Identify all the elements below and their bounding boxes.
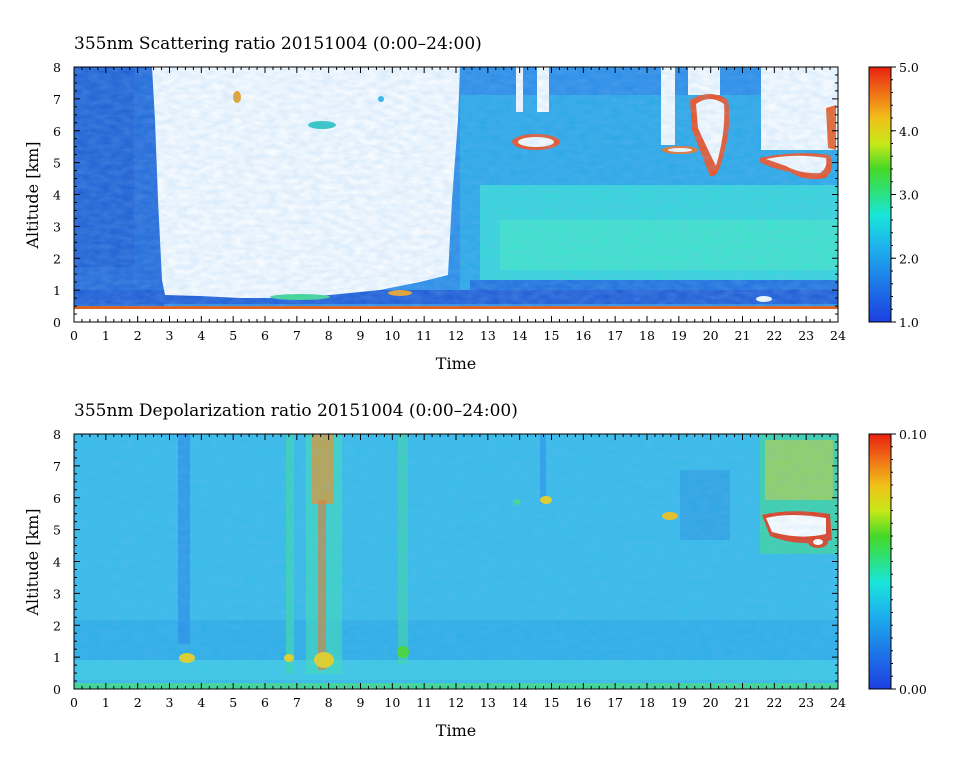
- x-tick-label: 10: [384, 695, 400, 710]
- scattering-xlabel: Time: [436, 354, 476, 373]
- x-tick-label: 10: [384, 328, 400, 343]
- y-tick-label: 4: [53, 555, 61, 570]
- x-tick-label: 23: [798, 695, 814, 710]
- x-tick-label: 15: [544, 695, 560, 710]
- colorbar-tick-label: 2.0: [899, 251, 919, 266]
- x-tick-label: 16: [575, 328, 591, 343]
- scattering-colorbar: [868, 66, 892, 323]
- x-tick-label: 3: [166, 328, 174, 343]
- depolarization-title: 355nm Depolarization ratio 20151004 (0:0…: [74, 401, 518, 421]
- x-tick-label: 4: [197, 328, 205, 343]
- colorbar-tick-label: 0.10: [899, 427, 927, 442]
- y-tick-label: 0: [53, 682, 61, 697]
- colorbar-tick-label: 5.0: [899, 60, 919, 75]
- colorbar-tick-label: 3.0: [899, 188, 919, 203]
- x-tick-label: 22: [766, 695, 782, 710]
- depolarization-ylabel: Altitude [km]: [23, 508, 42, 616]
- depolarization-xlabel: Time: [436, 721, 476, 740]
- y-tick-label: 7: [53, 92, 61, 107]
- scattering-colorbar-ticks: 1.0 2.0 3.0 4.0 5.0: [891, 60, 919, 330]
- scattering-title: 355nm Scattering ratio 20151004 (0:00–24…: [74, 34, 482, 54]
- x-tick-label: 17: [607, 695, 623, 710]
- x-tick-label: 13: [480, 695, 496, 710]
- x-tick-label: 22: [766, 328, 782, 343]
- depolarization-axes: 0 1 2 3 4 5 6 7 8 9 10 11 12 13 14 15 16 17 18 19 20 21 22 23 24…: [53, 427, 846, 710]
- scattering-axes: 0 1 2 3 4 5 6 7 8 9 10 11 12 13 14 15 16 17 18 19 20 21 22 23 24…: [53, 60, 846, 343]
- x-tick-label: 0: [70, 328, 78, 343]
- x-tick-label: 11: [416, 328, 432, 343]
- x-tick-label: 4: [197, 695, 205, 710]
- scattering-heatmap: [74, 67, 838, 322]
- x-tick-label: 0: [70, 695, 78, 710]
- x-tick-label: 20: [703, 695, 719, 710]
- colorbar-tick-label: 4.0: [899, 124, 919, 139]
- x-tick-label: 16: [575, 695, 591, 710]
- y-tick-label: 8: [53, 60, 61, 75]
- y-tick-label: 4: [53, 188, 61, 203]
- y-tick-label: 1: [53, 283, 61, 298]
- scattering-ylabel: Altitude [km]: [23, 141, 42, 249]
- x-tick-label: 3: [166, 695, 174, 710]
- x-tick-label: 17: [607, 328, 623, 343]
- depolarization-colorbar: [868, 433, 892, 690]
- y-tick-label: 5: [53, 156, 61, 171]
- x-tick-label: 21: [735, 695, 751, 710]
- x-tick-label: 6: [261, 328, 269, 343]
- x-tick-label: 2: [134, 328, 142, 343]
- x-tick-label: 13: [480, 328, 496, 343]
- depolarization-colorbar-ticks: 0.00 0.10: [891, 427, 927, 697]
- x-tick-label: 2: [134, 695, 142, 710]
- x-tick-label: 20: [703, 328, 719, 343]
- x-tick-label: 11: [416, 695, 432, 710]
- x-tick-label: 9: [357, 328, 365, 343]
- colorbar-tick-label: 0.00: [899, 682, 927, 697]
- y-tick-label: 6: [53, 124, 61, 139]
- x-tick-label: 9: [357, 695, 365, 710]
- y-tick-label: 2: [53, 618, 61, 633]
- depolarization-panel: 355nm Depolarization ratio 20151004 (0:0…: [23, 401, 927, 740]
- x-tick-label: 8: [325, 695, 333, 710]
- x-tick-label: 5: [229, 695, 237, 710]
- x-tick-label: 14: [512, 695, 528, 710]
- x-tick-label: 1: [102, 695, 110, 710]
- x-tick-label: 7: [293, 695, 301, 710]
- y-tick-label: 3: [53, 586, 61, 601]
- x-tick-label: 24: [830, 695, 846, 710]
- x-tick-label: 15: [544, 328, 560, 343]
- x-tick-label: 12: [448, 328, 464, 343]
- scattering-panel: 355nm Scattering ratio 20151004 (0:00–24…: [23, 34, 919, 373]
- y-tick-label: 0: [53, 315, 61, 330]
- colorbar-tick-label: 1.0: [899, 315, 919, 330]
- x-tick-label: 7: [293, 328, 301, 343]
- x-tick-label: 8: [325, 328, 333, 343]
- x-tick-label: 19: [671, 328, 687, 343]
- x-tick-label: 19: [671, 695, 687, 710]
- x-tick-label: 6: [261, 695, 269, 710]
- y-tick-label: 7: [53, 459, 61, 474]
- x-tick-label: 12: [448, 695, 464, 710]
- x-tick-label: 24: [830, 328, 846, 343]
- y-tick-label: 6: [53, 491, 61, 506]
- x-tick-label: 1: [102, 328, 110, 343]
- x-tick-label: 21: [735, 328, 751, 343]
- y-tick-label: 3: [53, 219, 61, 234]
- depolarization-heatmap: [74, 434, 838, 689]
- y-tick-label: 5: [53, 523, 61, 538]
- x-tick-label: 23: [798, 328, 814, 343]
- y-tick-label: 8: [53, 427, 61, 442]
- y-tick-label: 2: [53, 251, 61, 266]
- x-tick-label: 14: [512, 328, 528, 343]
- x-tick-label: 5: [229, 328, 237, 343]
- x-tick-label: 18: [639, 328, 655, 343]
- y-tick-label: 1: [53, 650, 61, 665]
- x-tick-label: 18: [639, 695, 655, 710]
